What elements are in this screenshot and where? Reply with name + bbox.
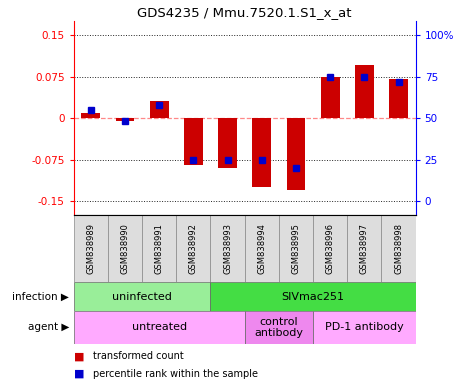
Text: untreated: untreated: [132, 322, 187, 333]
Bar: [176, 215, 210, 282]
Bar: [150, 101, 169, 118]
Bar: [381, 215, 416, 282]
Text: uninfected: uninfected: [112, 291, 172, 302]
Bar: [347, 215, 381, 282]
Text: percentile rank within the sample: percentile rank within the sample: [93, 369, 257, 379]
Text: GSM838991: GSM838991: [155, 223, 163, 274]
Bar: [184, 118, 203, 165]
Text: control
antibody: control antibody: [254, 316, 304, 338]
Bar: [218, 118, 237, 168]
Text: GSM838992: GSM838992: [189, 223, 198, 274]
Text: GSM838995: GSM838995: [292, 223, 300, 274]
Bar: [355, 65, 374, 118]
Text: GSM838990: GSM838990: [121, 223, 129, 274]
Text: SIVmac251: SIVmac251: [282, 291, 344, 302]
Text: ■: ■: [74, 351, 84, 361]
Bar: [74, 282, 210, 311]
Text: PD-1 antibody: PD-1 antibody: [325, 322, 404, 333]
Bar: [115, 118, 134, 121]
Bar: [313, 215, 347, 282]
Text: GSM838998: GSM838998: [394, 223, 403, 274]
Text: transformed count: transformed count: [93, 351, 183, 361]
Bar: [74, 311, 245, 344]
Text: agent ▶: agent ▶: [28, 322, 69, 333]
Title: GDS4235 / Mmu.7520.1.S1_x_at: GDS4235 / Mmu.7520.1.S1_x_at: [137, 5, 352, 18]
Bar: [245, 215, 279, 282]
Bar: [279, 215, 313, 282]
Text: GSM838993: GSM838993: [223, 223, 232, 274]
Bar: [389, 79, 408, 118]
Text: GSM838989: GSM838989: [86, 223, 95, 274]
Bar: [252, 118, 271, 187]
Text: GSM838996: GSM838996: [326, 223, 334, 274]
Bar: [321, 76, 340, 118]
Bar: [286, 118, 305, 190]
Text: infection ▶: infection ▶: [12, 291, 69, 302]
Bar: [142, 215, 176, 282]
Bar: [210, 282, 416, 311]
Bar: [313, 311, 416, 344]
Bar: [210, 215, 245, 282]
Bar: [245, 311, 313, 344]
Bar: [74, 215, 108, 282]
Text: GSM838997: GSM838997: [360, 223, 369, 274]
Bar: [108, 215, 142, 282]
Text: ■: ■: [74, 369, 84, 379]
Text: GSM838994: GSM838994: [257, 223, 266, 274]
Bar: [81, 113, 100, 118]
